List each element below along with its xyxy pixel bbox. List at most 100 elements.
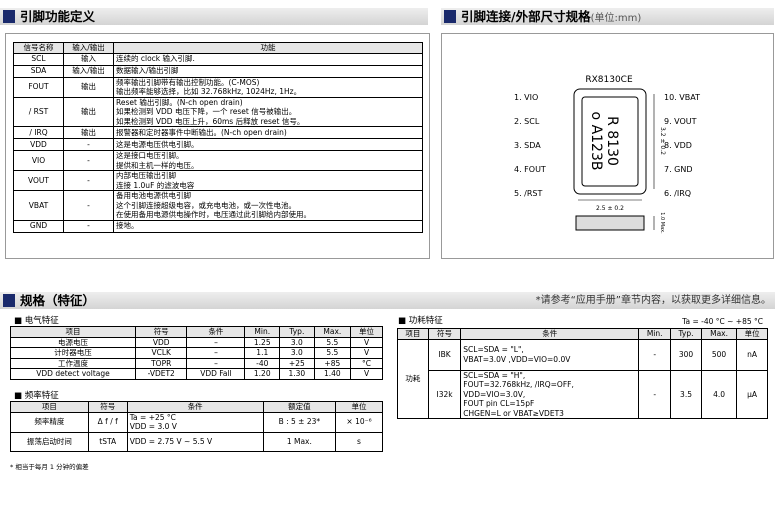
column-header: 符号 [134,326,188,338]
table-title: ■ 频率特征 [14,391,59,401]
pin-box [5,33,430,259]
cell-line: 这是电源电压供电引脚。 [116,139,199,149]
table-cell: SCL=SDA = "H", FOUT=32.768kHz, /IRQ=OFF, V… [460,369,640,419]
table-row: VBAT - 备用电池电源供电引脚 这个引脚连接超级电容，或充电电池，或一次性电池。在… [13,190,423,221]
table-cell: - [63,219,114,233]
cell-line: 报警器和定时器事件中断输出。(N-ch open drain) [116,127,287,137]
table-row: GND - 接地。 [13,219,423,233]
note: *请参考“应用手册”章节内容，以获取更多详细信息。 [535,295,771,306]
table-cell: SCL [13,52,64,66]
table-cell: - [638,369,672,419]
table-cell: 3.0 [279,347,315,359]
footnote: * 相当于每月 1 分钟的偏差 [10,463,89,471]
table-cell: 电源电压 [10,336,136,348]
table-cell: V [350,336,383,348]
table-cell: VBAT [13,190,64,221]
marking: R 8130 [604,116,620,166]
marking: o A123B [588,112,604,171]
table-cell: nA [736,338,768,371]
cell-line: 频率输出引脚带有输出控制功能。(C-MOS) [116,77,260,87]
section-header: 引脚连接/外部尺寸规格(单位:mm) [441,8,774,25]
table-cell: 1 Max. [262,431,337,452]
cell-line: FOUT pin CL=15pF [463,399,535,408]
cell-line: 连接 1.0uF 的滤波电容 [116,180,195,190]
column-header: Typ. [279,326,315,338]
column-header: 单位 [335,401,383,413]
column-header: Max. [313,326,352,338]
table-cell: VCLK [134,347,188,359]
cell-line: Reset 输出引脚。(N-ch open drain) [116,97,243,107]
table-row: VIO - 这是接口电压引脚。 提供和主机一样的电压。 [13,150,423,171]
table-cell: – [186,336,246,348]
table-cell: 功耗 [397,338,429,419]
dimension: 1.0 Max. [659,212,665,234]
column-header: 输入/输出 [63,42,114,54]
column-header: 符号 [427,328,462,340]
table-title: ■ 功耗特征 [398,316,443,326]
table-cell: -40 [244,357,281,369]
header-row: 项目 符号 条件 额定值 单位 [10,401,383,413]
table-cell: - [63,170,114,191]
table-cell: VDD = 2.75 V ~ 5.5 V [126,431,264,452]
cell-line: VBAT=3.0V ,VDD=VIO=0.0V [463,354,571,364]
table-cell: / IRQ [13,126,64,139]
table-cell: B : 5 ± 23* [262,411,337,433]
cell-line: 输出频率能够选择，比如 32.768kHz, 1024Hz, 1Hz。 [116,87,302,96]
table-cell: 输入 [63,52,114,66]
cell-line: SCL=SDA = "H", [463,370,526,380]
table-cell: 计时器电压 [10,347,136,359]
table-cell: VIO [13,150,64,171]
header-row: 项目 符号 条件 Min. Typ. Max. 单位 [397,328,768,340]
column-header: 单位 [350,326,383,338]
table-cell: 1.20 [244,368,281,380]
table-cell: I32k [427,369,462,419]
column-header: 功能 [113,42,423,54]
table-cell: 连续的 clock 输入引脚. [113,52,423,66]
cell-line: CHGEN=L or VBAT≥VDET3 [463,408,564,418]
table-cell: / RST [13,96,64,127]
table-cell: 备用电池电源供电引脚 这个引脚连接超级电容，或充电电池，或一次性电池。 在使用备用电… [113,190,423,221]
table-cell: 1.40 [313,368,352,380]
table-cell: 3.5 [670,369,702,419]
table-cell: 4.0 [700,369,738,419]
table-cell: 输出 [63,96,114,127]
table-row: VDD - 这是电源电压供电引脚。 [13,138,423,151]
table-cell: - [63,138,114,151]
cell-line: 备用电池电源供电引脚 [116,191,191,200]
table-cell: - [63,190,114,221]
table-cell: +85 [313,357,352,369]
cell-line: VDD=VIO=3.0V, [463,389,526,399]
table-cell: +25 [279,357,315,369]
table-row: 计时器电压 VCLK –1.1 3.0 5.5 V [10,347,383,359]
table-cell: – [186,347,246,359]
table-cell: Reset 输出引脚。(N-ch open drain) 如果检测到 VDD 电压… [113,96,423,127]
pin-table: 信号名称 输入/输出 功能 SCL 输入 连续的 clock 输入引脚. SDA 输入/输出数… [13,42,423,233]
pin-label: 7. GND [664,165,693,174]
table-cell: Ta = +25 °C VDD = 3.0 V [126,411,264,433]
table-cell: 振荡启动时间 [10,431,89,452]
table-cell: °C [350,357,383,369]
column-header: 额定值 [262,401,337,413]
table-cell: 接地。 [113,219,423,233]
cell-line: 在使用备用电源供电操作时，电压通过此引脚给内部使用。 [116,210,311,219]
table-cell: - [638,338,672,371]
table-row: I32k SCL=SDA = "H", FOUT=32.768kHz, /IRQ=O… [398,369,768,419]
cell-line: SCL=SDA = "L", [463,345,524,354]
table-row: FOUT 输出 频率输出引脚带有输出控制功能。(C-MOS) 输出频率能够选择，比如 … [13,76,423,98]
section-title: 规格（特征） [20,293,96,308]
table-cell: 报警器和定时器事件中断输出。(N-ch open drain) [113,126,423,139]
section-header: 引脚功能定义 [0,8,428,25]
column-header: 信号名称 [13,42,64,54]
column-header: 条件 [126,401,264,413]
section-title: 引脚连接/外部尺寸规格 [461,9,591,24]
table-row: VOUT - 内部电压输出引脚 连接 1.0uF 的滤波电容 [13,170,423,191]
table-cell: × 10⁻⁶ [335,411,383,433]
cell-line: 数据输入/输出引脚 [116,66,179,76]
column-header: 项目 [397,328,429,340]
table-cell: V [350,368,383,380]
table-row: 电源电压 VDD –1.25 3.0 5.5 V [10,336,383,348]
table-cell: VDD Fall [186,368,246,380]
